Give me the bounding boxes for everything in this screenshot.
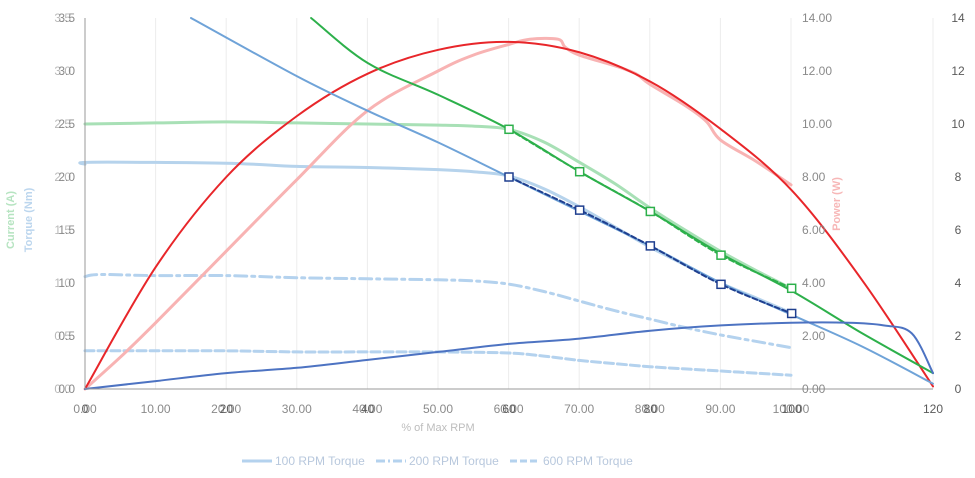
tick-label-x-primary: 100.00 — [773, 402, 810, 416]
series-line-2 — [83, 349, 793, 377]
tick-label-left-b: 0.0 — [54, 382, 71, 396]
tick-label-x-secondary: 40 — [361, 402, 375, 416]
tick-label-left-a: 1.0 — [58, 276, 75, 290]
tick-label-left-a: 0.0 — [58, 382, 75, 396]
gridlines — [84, 18, 934, 389]
data-point-marker — [645, 241, 656, 251]
data-point-marker — [716, 279, 726, 290]
tick-label-far-right: 0 — [955, 382, 962, 396]
tick-label-left-a: 2.5 — [58, 117, 75, 131]
tick-label-x-primary: 90.00 — [705, 402, 735, 416]
tick-label-left-a: 3.5 — [58, 11, 75, 25]
tick-label-left-a: 1.5 — [58, 223, 75, 237]
tick-label-x-primary: 40.00 — [352, 402, 382, 416]
tick-label-left-b: 3.5 — [54, 11, 71, 25]
tick-label-far-right: 8 — [955, 170, 962, 184]
tick-label-x-secondary: 120 — [923, 402, 943, 416]
tick-label-right-power: 14.00 — [802, 11, 832, 25]
marker-layer — [504, 124, 797, 319]
tick-label-right-power: 4.00 — [802, 276, 826, 290]
tick-label-far-right: 4 — [955, 276, 962, 290]
tick-label-left-b: 1.5 — [54, 223, 71, 237]
series-line-1 — [83, 272, 793, 350]
tick-label-left-b: 1.0 — [54, 276, 71, 290]
tick-label-x-primary: 80.00 — [635, 402, 665, 416]
legend: 100 RPM Torque 200 RPM Torque 600 RPM To… — [242, 454, 633, 468]
tick-label-x-secondary: 100 — [782, 402, 802, 416]
data-point-marker — [645, 206, 656, 217]
tick-label-x-primary: 0.00 — [73, 402, 97, 416]
tick-label-far-right: 2 — [955, 329, 962, 343]
data-point-marker — [786, 283, 797, 294]
data-point-marker — [574, 166, 585, 177]
tick-label-left-a: 3.0 — [58, 64, 75, 78]
tick-label-left-b: 2.5 — [54, 117, 71, 131]
series-line-8 — [84, 321, 934, 390]
tick-label-left-b: 2.0 — [54, 170, 71, 184]
tick-label-x-primary: 30.00 — [282, 402, 312, 416]
tick-label-x-secondary: 20 — [220, 402, 234, 416]
tick-label-far-right: 14 — [951, 11, 965, 25]
tick-label-x-primary: 10.00 — [141, 402, 171, 416]
tick-label-far-right: 6 — [955, 223, 962, 237]
data-point-marker — [504, 124, 514, 135]
legend-label-100rpm: 100 RPM Torque — [275, 454, 365, 468]
series-line-5 — [84, 40, 934, 390]
legend-label-200rpm: 200 RPM Torque — [409, 454, 499, 468]
tick-label-left-b: 3.0 — [54, 64, 71, 78]
left-axis-title-current: Current (A) — [5, 191, 17, 249]
tick-label-x-primary: 60.00 — [494, 402, 524, 416]
tick-label-left-a: 2.0 — [58, 170, 75, 184]
tick-label-x-secondary: 80 — [644, 402, 658, 416]
tick-label-right-power: 0.00 — [802, 382, 826, 396]
series-line-4 — [83, 36, 793, 391]
data-point-marker — [716, 250, 726, 260]
tick-label-left-b: 0.5 — [54, 329, 71, 343]
left-axis-title-torque: Torque (Nm) — [23, 187, 35, 252]
right-axis-title-power: Power (W) — [831, 177, 843, 231]
legend-label-600rpm: 600 RPM Torque — [543, 454, 633, 468]
tick-label-right-power: 10.00 — [802, 117, 832, 131]
tick-label-x-primary: 50.00 — [423, 402, 453, 416]
axes — [84, 18, 933, 390]
tick-label-right-power: 2.00 — [802, 329, 826, 343]
data-point-marker — [504, 172, 514, 182]
tick-label-x-secondary: 0 — [82, 402, 89, 416]
tick-label-right-power: 12.00 — [802, 64, 832, 78]
tick-label-x-secondary: 60 — [502, 402, 516, 416]
tick-labels: 0.00.00.50.51.01.01.51.52.02.02.52.53.03… — [54, 11, 965, 416]
data-point-marker — [574, 205, 585, 215]
tick-label-x-primary: 20.00 — [211, 402, 241, 416]
tick-label-right-power: 8.00 — [802, 170, 826, 184]
tick-label-far-right: 10 — [951, 117, 965, 131]
tick-label-right-power: 6.00 — [802, 223, 826, 237]
series-line-3 — [83, 120, 793, 290]
data-point-marker — [786, 308, 797, 319]
tick-label-far-right: 12 — [951, 64, 965, 78]
tick-label-x-primary: 70.00 — [564, 402, 594, 416]
tick-label-left-a: 0.5 — [58, 329, 75, 343]
x-axis-title: % of Max RPM — [401, 422, 474, 434]
